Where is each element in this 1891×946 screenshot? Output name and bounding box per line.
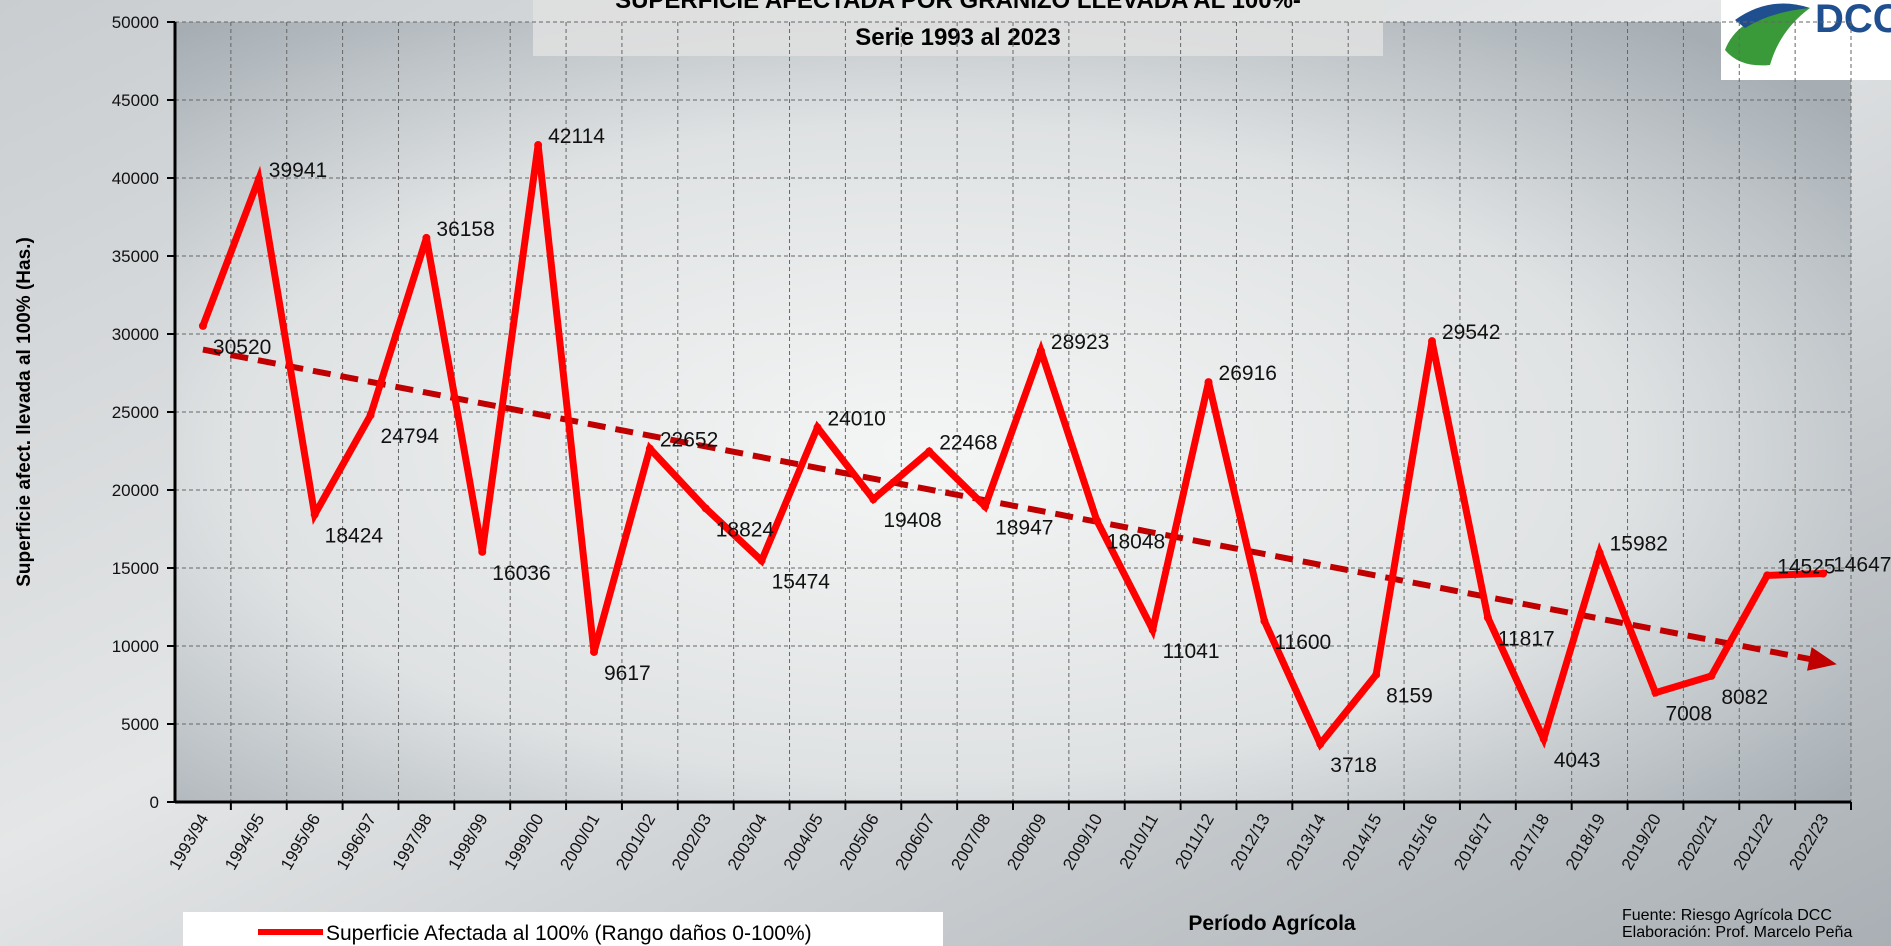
data-label: 15982 — [1610, 533, 1668, 556]
data-label: 11041 — [1163, 640, 1220, 663]
data-label: 39941 — [269, 159, 327, 182]
source: Fuente: Riesgo Agrícola DCC — [1622, 907, 1832, 924]
data-label: 7008 — [1665, 703, 1712, 726]
data-point — [1540, 735, 1548, 743]
data-point — [1149, 626, 1157, 634]
data-point — [1093, 516, 1101, 524]
y-tick-label: 45000 — [112, 91, 159, 110]
data-label: 11817 — [1498, 628, 1555, 651]
data-point — [534, 141, 542, 149]
data-point — [255, 175, 263, 183]
data-label: 4043 — [1554, 749, 1601, 772]
data-label: 15474 — [772, 571, 831, 594]
y-tick-label: 15000 — [112, 559, 159, 578]
y-axis-label: Superficie afect. llevada al 100% (Has.) — [14, 237, 35, 587]
data-point — [981, 502, 989, 510]
data-point — [1707, 672, 1715, 680]
y-tick-label: 30000 — [112, 325, 159, 344]
data-label: 22652 — [660, 429, 718, 452]
y-tick-label: 20000 — [112, 481, 159, 500]
legend-label: Superficie Afectada al 100% (Rango daños… — [326, 922, 812, 945]
data-label: 42114 — [548, 125, 605, 148]
data-label: 29542 — [1442, 321, 1500, 344]
data-label: 18424 — [325, 525, 384, 548]
logo-text: DCC — [1815, 0, 1891, 41]
data-label: 36158 — [436, 218, 494, 241]
data-label: 8082 — [1721, 686, 1768, 709]
data-point — [367, 411, 375, 419]
data-label: 28923 — [1051, 331, 1109, 354]
data-point — [199, 322, 207, 330]
data-point — [1484, 614, 1492, 622]
data-label: 26916 — [1219, 362, 1277, 385]
data-point — [646, 445, 654, 453]
data-point — [758, 557, 766, 565]
chart-title: SUPERFICIE AFECTADA POR GRANIZO LLEVADA … — [615, 0, 1301, 14]
data-label: 22468 — [939, 431, 997, 454]
data-label: 18947 — [995, 516, 1053, 539]
data-label: 16036 — [492, 562, 550, 585]
author: Elaboración: Prof. Marcelo Peña — [1622, 924, 1852, 941]
data-point — [1260, 617, 1268, 625]
y-tick-label: 0 — [150, 793, 159, 812]
y-tick-label: 5000 — [121, 715, 159, 734]
data-label: 14647 — [1833, 554, 1891, 577]
y-tick-label: 50000 — [112, 13, 159, 32]
data-label: 9617 — [604, 662, 651, 685]
chart: SUPERFICIE AFECTADA POR GRANIZO LLEVADA … — [0, 0, 1891, 946]
data-label: 3718 — [1330, 754, 1377, 777]
data-point — [311, 511, 319, 519]
data-point — [925, 447, 933, 455]
y-tick-label: 40000 — [112, 169, 159, 188]
data-point — [1596, 549, 1604, 557]
x-axis-label: Período Agrícola — [1188, 912, 1356, 935]
data-point — [1316, 740, 1324, 748]
data-label: 24794 — [381, 425, 440, 448]
data-point — [1037, 347, 1045, 355]
data-label: 24010 — [827, 407, 885, 430]
data-label: 14525 — [1777, 555, 1835, 578]
data-label: 18048 — [1107, 530, 1165, 553]
data-point — [1819, 570, 1827, 578]
y-tick-label: 10000 — [112, 637, 159, 656]
y-tick-label: 35000 — [112, 247, 159, 266]
data-label: 30520 — [213, 336, 271, 359]
data-point — [422, 234, 430, 242]
data-point — [813, 423, 821, 431]
data-point — [1205, 378, 1213, 386]
data-point — [478, 548, 486, 556]
data-point — [702, 504, 710, 512]
y-tick-label: 25000 — [112, 403, 159, 422]
data-label: 18824 — [716, 518, 775, 541]
data-point — [1651, 689, 1659, 697]
chart-subtitle: Serie 1993 al 2023 — [855, 24, 1061, 51]
data-label: 11600 — [1274, 631, 1331, 654]
data-point — [1763, 571, 1771, 579]
data-label: 19408 — [883, 509, 941, 532]
data-point — [869, 495, 877, 503]
data-point — [1428, 337, 1436, 345]
data-point — [590, 648, 598, 656]
data-point — [1372, 671, 1380, 679]
data-label: 8159 — [1386, 685, 1433, 708]
